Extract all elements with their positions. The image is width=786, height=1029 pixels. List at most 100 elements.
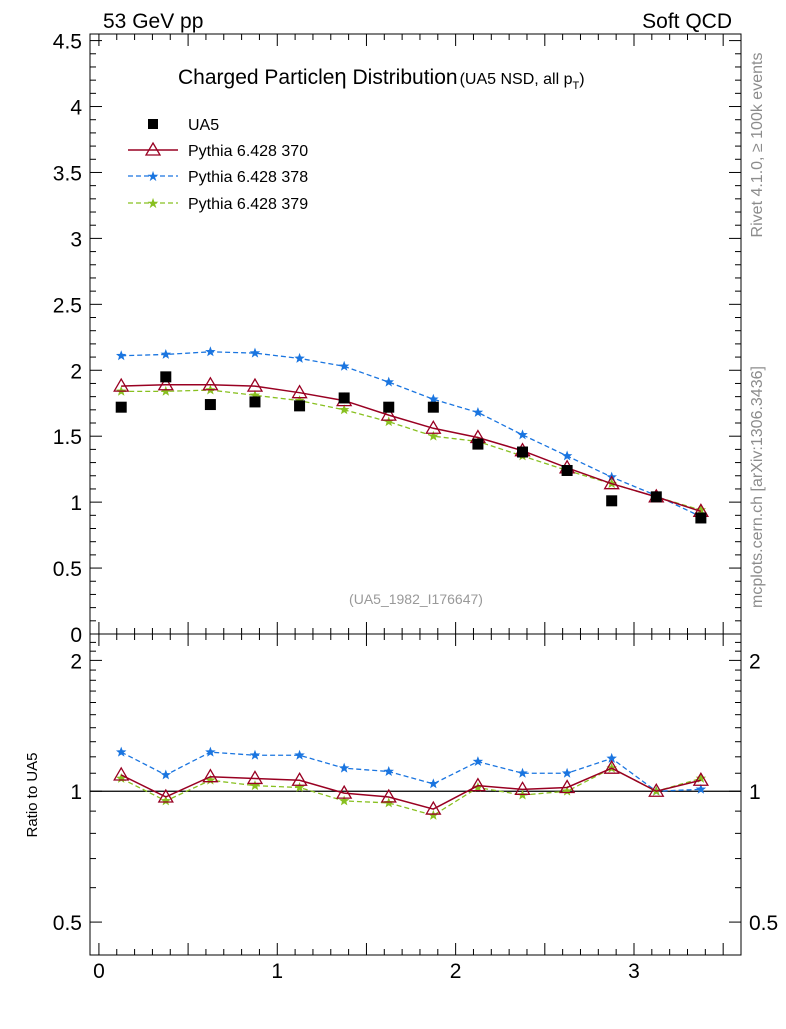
legend-label-ua5: UA5 — [188, 117, 219, 134]
main-point-p370 — [113, 377, 130, 392]
ratio-point-p379 — [695, 772, 707, 783]
ratio-point-p370 — [202, 768, 219, 783]
ratio-point-p370 — [113, 766, 130, 781]
ratio-point-p378 — [428, 778, 439, 789]
title-main: Charged Particle — [178, 66, 334, 89]
main-point-ua5 — [561, 464, 573, 476]
ratio-point-p379 — [205, 774, 216, 785]
main-point-p379 — [338, 404, 350, 415]
legend-marker-p378: ★ — [147, 168, 160, 184]
main-point-p370 — [157, 376, 174, 391]
main-y-tick-label: 4 — [70, 97, 82, 120]
main-point-p370 — [291, 384, 308, 399]
legend-label-p379: Pythia 6.428 379 — [188, 196, 308, 213]
legend-marker-ua5 — [148, 119, 158, 129]
main-y-tick-label: 2 — [70, 360, 82, 383]
ratio-ylabel: Ratio to UA5 — [24, 752, 41, 837]
main-point-p378 — [115, 350, 127, 361]
ratio-y-tick-label-right: 0.5 — [749, 912, 778, 935]
ratio-point-p378 — [249, 749, 261, 760]
main-point-p379 — [383, 416, 394, 427]
ratio-line-p370 — [120, 767, 702, 810]
title-sub-t: T — [572, 80, 579, 92]
ratio-point-p378 — [695, 783, 707, 794]
main-point-p370 — [603, 475, 620, 490]
ratio-point-p378 — [561, 767, 573, 778]
main-point-ua5 — [204, 399, 216, 411]
main-line-p379 — [121, 389, 702, 511]
ratio-point-p370 — [425, 800, 442, 815]
main-y-tick-label: 0 — [70, 624, 82, 647]
legend: UA5 Pythia 6.428 370 ★ Pythia 6.428 378 … — [128, 117, 308, 213]
ratio-y-tick-label-right: 1 — [749, 781, 761, 804]
legend-label-p370: Pythia 6.428 370 — [188, 143, 308, 160]
x-tick-label: 2 — [450, 960, 462, 983]
main-point-ua5 — [427, 401, 439, 413]
main-y-tick-label: 1.5 — [53, 426, 82, 449]
title-rest: Distribution — [347, 66, 458, 89]
main-point-p378 — [472, 406, 484, 417]
main-point-ua5 — [517, 446, 529, 458]
main-point-ua5 — [383, 401, 395, 413]
ratio-point-p378 — [115, 746, 127, 757]
main-point-p378 — [517, 429, 528, 440]
analysis-id: (UA5_1982_I176647) — [349, 591, 483, 607]
ratio-point-p370 — [648, 782, 665, 797]
ratio-y-tick-label-right: 2 — [749, 650, 761, 673]
ratio-point-p378 — [294, 749, 305, 760]
main-y-tick-label: 1 — [70, 492, 82, 515]
main-y-tick-label: 0.5 — [53, 558, 82, 581]
ratio-line-p379 — [120, 767, 702, 817]
ratio-line-p378 — [120, 751, 701, 792]
title-eta: η — [334, 64, 346, 89]
ratio-point-p370 — [336, 784, 353, 799]
main-point-p370 — [425, 419, 442, 434]
main-point-p378 — [338, 360, 350, 371]
x-tick-label: 1 — [271, 960, 283, 983]
ratio-point-p378 — [517, 767, 528, 778]
title-sub-close: ) — [579, 71, 584, 88]
x-tick-label: 3 — [628, 960, 640, 983]
ratio-point-p370 — [603, 759, 620, 774]
main-point-p379 — [695, 504, 707, 515]
main-point-p370 — [246, 377, 264, 392]
ratio-point-p379 — [472, 782, 484, 792]
main-point-ua5 — [115, 401, 127, 413]
ratio-point-p379 — [561, 785, 573, 796]
ratio-point-p370 — [291, 771, 308, 786]
ratio-point-p379 — [338, 795, 350, 806]
ratio-point-p379 — [249, 780, 261, 791]
ratio-point-p379 — [428, 809, 439, 820]
ratio-point-p378 — [606, 752, 617, 763]
main-point-p378 — [294, 352, 305, 363]
ratio-point-p370 — [692, 771, 710, 786]
ratio-point-p378 — [205, 746, 216, 757]
ratio-y-tick-label-left: 1 — [70, 781, 82, 804]
main-point-p378 — [160, 348, 172, 359]
main-point-p378 — [428, 393, 439, 404]
main-point-p379 — [428, 430, 439, 441]
title-sub: (UA5 NSD, all p — [460, 71, 573, 88]
main-y-tick-label: 4.5 — [53, 31, 82, 54]
main-point-p378 — [383, 376, 394, 387]
main-point-ua5 — [338, 392, 350, 404]
header-right: Soft QCD — [642, 10, 732, 33]
main-point-ua5 — [650, 491, 662, 503]
main-point-p370 — [202, 376, 219, 391]
main-point-p379 — [294, 395, 305, 406]
source-label: mcplots.cern.ch [arXiv:1306.3436] — [749, 366, 766, 608]
ratio-point-p370 — [157, 788, 174, 803]
main-point-p379 — [160, 385, 172, 396]
main-point-ua5 — [606, 495, 618, 507]
axes: 0 0.5 1 1.5 2 2.5 3 3.5 4 4.5 0.5 0.5 1 1 2 2 0 1 2 3 — [53, 31, 778, 983]
main-y-tick-label: 3 — [70, 228, 82, 251]
main-point-p378 — [205, 346, 216, 357]
main-point-p370 — [380, 406, 397, 421]
main-point-ua5 — [472, 438, 484, 450]
ratio-point-p379 — [160, 795, 172, 806]
main-point-ua5 — [294, 400, 306, 412]
ratio-point-p378 — [472, 756, 484, 767]
plot-title: Charged Particleη Distribution (UA5 NSD, … — [178, 64, 585, 92]
